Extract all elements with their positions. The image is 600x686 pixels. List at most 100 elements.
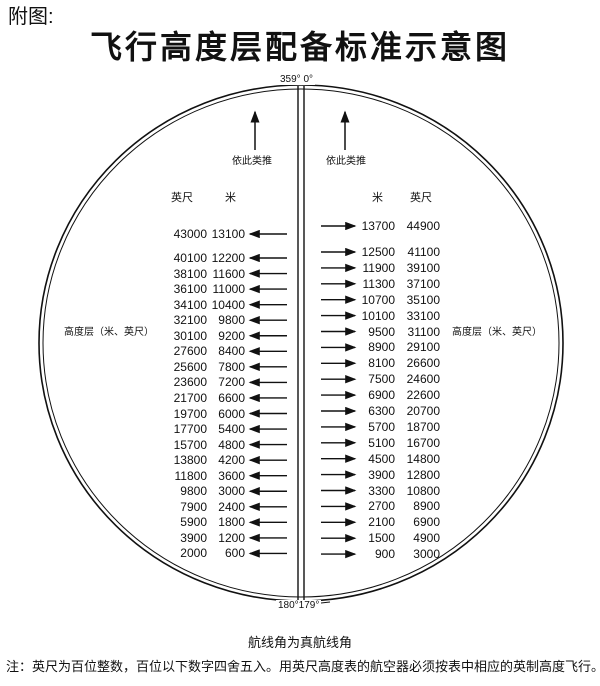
right-meters-value: 12500 (361, 245, 395, 259)
left-meters-value: 13100 (211, 227, 245, 241)
left-feet-value: 9800 (180, 484, 207, 499)
right-meters-value: 10700 (361, 292, 395, 307)
left-meters-value: 1800 (218, 515, 245, 530)
left-meters-value: 7200 (218, 375, 245, 390)
right-meters-value: 2100 (368, 515, 395, 530)
left-meters-value: 6000 (218, 406, 245, 421)
left-feet-value: 21700 (173, 390, 207, 405)
right-meters-value: 11900 (362, 260, 395, 275)
right-feet-value: 39100 (406, 260, 440, 275)
footnote: 注：英尺为百位整数，百位以下数字四舍五入。用英尺高度表的航空器必须按表中相应的英… (6, 659, 600, 674)
left-feet-value: 5900 (180, 515, 207, 530)
extrapolate-label-right: 依此类推 (326, 156, 366, 167)
right-meters-value: 3900 (368, 467, 395, 482)
right-header-feet: 英尺 (410, 192, 432, 204)
left-feet-value: 11800 (174, 468, 207, 483)
right-meters-value: 9500 (368, 324, 395, 339)
right-feet-value: 22600 (406, 388, 440, 403)
right-feet-value: 41100 (407, 245, 440, 259)
right-feet-value: 18700 (406, 419, 440, 434)
extrapolate-label-left: 依此类推 (232, 156, 272, 167)
right-feet-value: 14800 (406, 451, 440, 466)
left-meters-value: 11600 (212, 266, 245, 281)
left-meters-value: 7800 (218, 359, 245, 374)
left-meters-value: 9800 (218, 313, 245, 328)
left-feet-value: 27600 (173, 344, 207, 359)
right-meters-value: 8100 (368, 356, 395, 371)
right-feet-value: 12800 (406, 467, 440, 482)
left-feet-value: 32100 (173, 313, 207, 328)
left-meters-value: 5400 (218, 422, 245, 437)
right-feet-value: 29100 (406, 340, 440, 355)
left-meters-value: 600 (224, 546, 245, 561)
left-feet-value: 17700 (173, 422, 207, 437)
outer-circle (38, 84, 564, 602)
right-meters-value: 13700 (361, 219, 395, 233)
right-meters-value: 1500 (368, 531, 395, 546)
right-feet-value: 3000 (413, 547, 440, 562)
right-feet-value: 16700 (406, 435, 440, 450)
right-feet-value: 8900 (413, 499, 440, 514)
right-feet-value: 10800 (406, 483, 440, 498)
right-feet-value: 24600 (406, 372, 440, 387)
right-meters-value: 900 (374, 547, 395, 562)
right-meters-value: 11300 (362, 276, 395, 291)
left-feet-value: 23600 (173, 375, 207, 390)
left-feet-value: 3900 (180, 530, 207, 545)
left-feet-value: 25600 (173, 359, 207, 374)
side-label-right: 高度层（米、英尺） (452, 327, 542, 338)
left-meters-value: 3000 (218, 484, 245, 499)
right-meters-value: 6900 (368, 388, 395, 403)
figure-prefix: 附图: (8, 6, 54, 28)
right-meters-value: 3300 (368, 483, 395, 498)
left-feet-value: 40100 (173, 251, 207, 265)
left-meters-value: 2400 (218, 499, 245, 514)
inner-circle (42, 88, 560, 598)
left-feet-value: 36100 (173, 282, 207, 297)
left-feet-value: 13800 (173, 453, 207, 468)
left-meters-value: 8400 (218, 344, 245, 359)
right-meters-value: 4500 (368, 451, 395, 466)
left-feet-value: 30100 (173, 328, 207, 343)
right-meters-value: 2700 (368, 499, 395, 514)
left-feet-value: 34100 (173, 297, 207, 312)
left-feet-value: 2000 (180, 546, 207, 561)
left-header-feet: 英尺 (171, 192, 193, 204)
right-feet-value: 6900 (413, 515, 440, 530)
left-meters-value: 4800 (218, 437, 245, 452)
right-feet-value: 20700 (406, 404, 440, 418)
left-meters-value: 10400 (211, 297, 245, 312)
right-meters-value: 10100 (361, 308, 395, 323)
right-meters-value: 7500 (368, 372, 395, 387)
left-meters-value: 4200 (218, 453, 245, 468)
south-label: 180°179° (276, 600, 322, 611)
right-meters-value: 5700 (368, 419, 395, 434)
left-header-meters: 米 (225, 192, 236, 204)
left-feet-value: 7900 (180, 499, 207, 514)
right-meters-value: 6300 (368, 404, 395, 418)
right-feet-value: 33100 (406, 308, 440, 323)
left-meters-value: 12200 (211, 251, 245, 265)
left-feet-value: 43000 (173, 227, 207, 241)
left-feet-value: 19700 (173, 406, 207, 421)
left-meters-value: 6600 (218, 390, 245, 405)
side-label-left: 高度层（米、英尺） (64, 327, 154, 338)
left-meters-value: 11000 (212, 282, 245, 297)
page-title: 飞行高度层配备标准示意图 (89, 29, 510, 65)
north-label: 359° 0° (278, 74, 316, 85)
left-meters-value: 9200 (218, 328, 245, 343)
right-meters-value: 8900 (368, 340, 395, 355)
right-feet-value: 44900 (406, 219, 440, 233)
right-meters-value: 5100 (368, 435, 395, 450)
left-meters-value: 1200 (218, 530, 245, 545)
right-feet-value: 26600 (406, 356, 440, 371)
left-meters-value: 3600 (218, 468, 245, 483)
left-feet-value: 38100 (173, 266, 207, 281)
right-header-meters: 米 (372, 192, 383, 204)
right-feet-value: 31100 (407, 324, 440, 339)
right-feet-value: 4900 (413, 531, 440, 546)
caption: 航线角为真航线角 (247, 635, 352, 650)
right-feet-value: 35100 (406, 292, 440, 307)
